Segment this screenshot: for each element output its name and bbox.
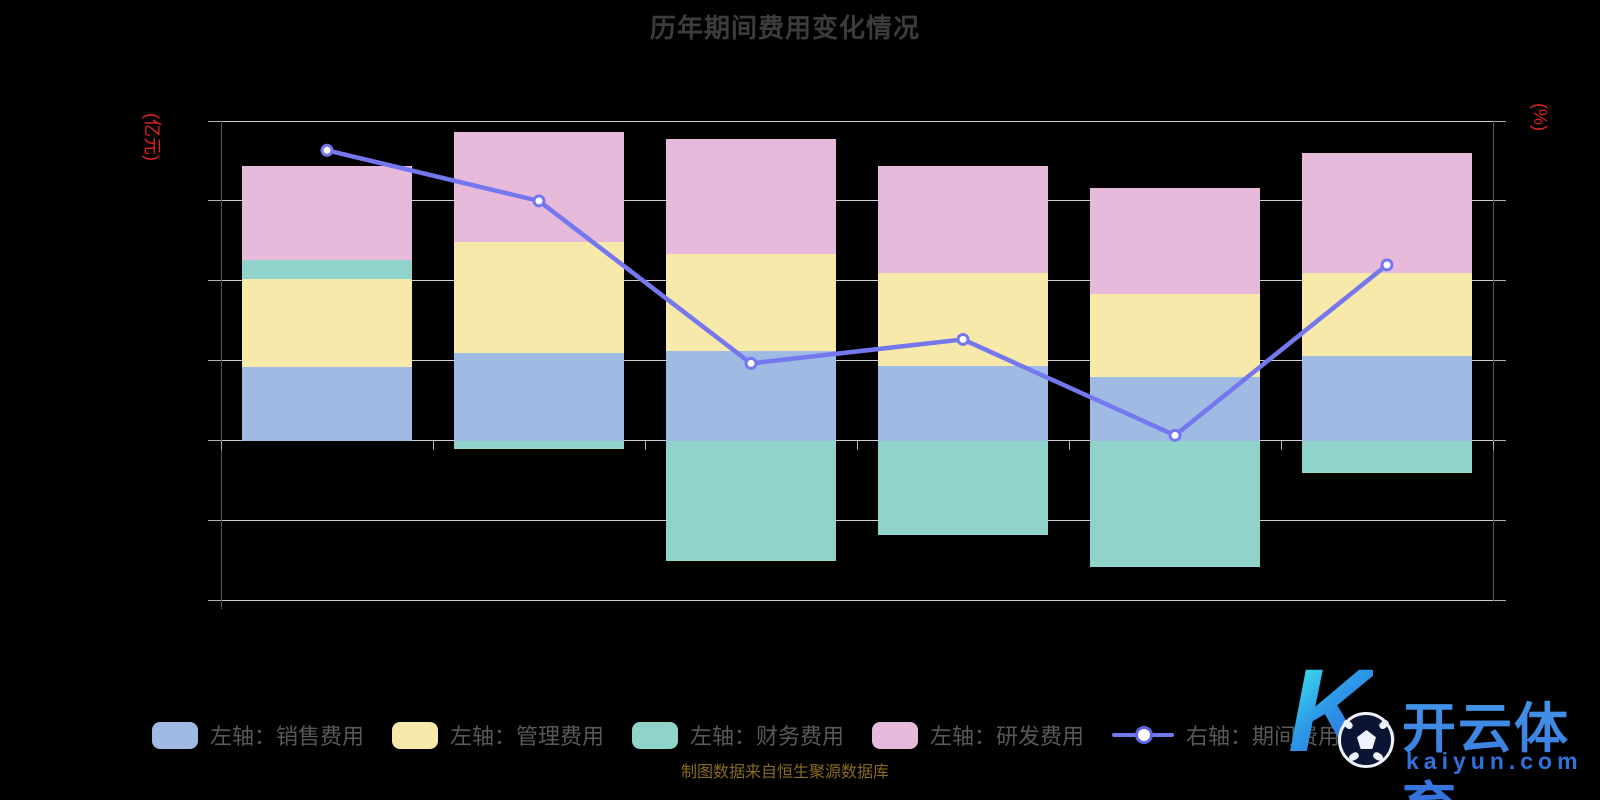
category-tick [857, 440, 858, 450]
legend-label: 左轴：销售费用 [210, 724, 365, 749]
left-axis-tick [208, 360, 221, 362]
legend-item-2[interactable]: 左轴：管理费用 [392, 718, 604, 752]
category-tick [1493, 440, 1494, 450]
chart-title: 历年期间费用变化情况 [649, 13, 920, 43]
right-axis-line [1493, 121, 1494, 601]
left-axis-tick [208, 520, 221, 522]
line-data-point[interactable] [320, 143, 334, 157]
left-axis-tick [208, 600, 221, 601]
legend-item-3[interactable]: 左轴：财务费用 [632, 718, 844, 752]
left-axis-tick [208, 280, 221, 282]
legend-line-marker-icon [1112, 726, 1174, 744]
legend-swatch [632, 721, 678, 749]
category-tick [221, 440, 222, 450]
bar-segment[interactable] [666, 138, 836, 254]
left-axis-tick [208, 200, 221, 202]
bar-segment[interactable] [454, 132, 624, 243]
watermark: K 开云体育 kaiyun.com [1282, 652, 1600, 800]
line-data-point[interactable] [956, 332, 970, 346]
legend-swatch [152, 721, 198, 749]
bar-segment[interactable] [242, 260, 412, 280]
right-axis-tick [1493, 280, 1506, 282]
right-axis-tick [1493, 360, 1506, 362]
legend-swatch [392, 721, 438, 749]
bar-segment[interactable] [1090, 440, 1260, 567]
legend-item-4[interactable]: 左轴：研发费用 [872, 718, 1084, 752]
bar-segment[interactable] [1302, 152, 1472, 273]
right-axis-unit: (%) [1530, 103, 1550, 131]
line-data-point[interactable] [1168, 428, 1182, 442]
right-axis-tick [1493, 520, 1506, 522]
line-data-point[interactable] [532, 194, 546, 208]
right-axis-tick [1493, 120, 1506, 122]
legend-swatch [872, 721, 918, 749]
bar-segment[interactable] [454, 242, 624, 353]
source-note: 制图数据来自恒生聚源数据库 [680, 764, 889, 781]
bar-segment[interactable] [878, 165, 1048, 273]
category-tick [433, 440, 434, 450]
bar-segment[interactable] [1302, 355, 1472, 441]
bar-segment[interactable] [1302, 440, 1472, 473]
legend-item-1[interactable]: 左轴：销售费用 [152, 718, 364, 752]
gridline [221, 120, 1493, 122]
line-data-point[interactable] [744, 356, 758, 370]
left-axis-line [221, 121, 222, 609]
bar-segment[interactable] [242, 165, 412, 261]
bar-segment[interactable] [666, 253, 836, 352]
left-axis-unit: (亿元) [142, 113, 162, 161]
bar-segment[interactable] [1090, 188, 1260, 294]
bar-segment[interactable] [666, 440, 836, 561]
category-tick [645, 440, 646, 450]
category-tick [1069, 440, 1070, 450]
bar-segment[interactable] [878, 272, 1048, 366]
legend-label: 左轴：财务费用 [690, 724, 845, 749]
left-axis-tick [208, 120, 221, 122]
bar-segment[interactable] [454, 440, 624, 449]
line-data-point[interactable] [1380, 258, 1394, 272]
bar-segment[interactable] [878, 440, 1048, 535]
category-tick [1281, 440, 1282, 450]
bar-segment[interactable] [1090, 293, 1260, 377]
bar-segment[interactable] [1302, 272, 1472, 356]
left-axis-tick [208, 440, 221, 442]
right-axis-tick [1493, 600, 1506, 601]
bar-segment[interactable] [878, 365, 1048, 441]
watermark-brand-text: 开云体育 [1402, 684, 1600, 800]
bar-segment[interactable] [242, 279, 412, 368]
legend-label: 左轴：研发费用 [930, 724, 1085, 749]
right-axis-tick [1493, 440, 1506, 442]
bar-segment[interactable] [454, 352, 624, 441]
right-axis-tick [1493, 200, 1506, 202]
soccer-ball-icon [1338, 712, 1394, 768]
watermark-domain-text: kaiyun.com [1406, 748, 1583, 774]
gridline [221, 520, 1493, 522]
bar-segment[interactable] [242, 367, 412, 441]
legend-label: 左轴：管理费用 [450, 724, 605, 749]
gridline [221, 600, 1493, 601]
